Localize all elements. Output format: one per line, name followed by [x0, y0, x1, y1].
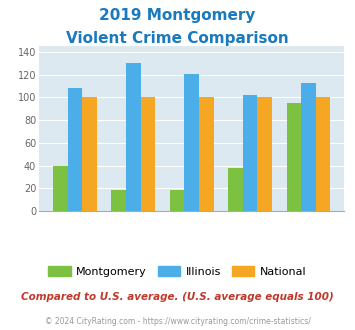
- Bar: [141, 97, 155, 211]
- Bar: [199, 97, 214, 211]
- Text: Violent Crime Comparison: Violent Crime Comparison: [66, 31, 289, 46]
- Bar: [126, 63, 141, 211]
- Bar: [67, 88, 82, 211]
- Legend: Montgomery, Illinois, National: Montgomery, Illinois, National: [44, 261, 311, 281]
- Text: Compared to U.S. average. (U.S. average equals 100): Compared to U.S. average. (U.S. average …: [21, 292, 334, 302]
- Text: © 2024 CityRating.com - https://www.cityrating.com/crime-statistics/: © 2024 CityRating.com - https://www.city…: [45, 317, 310, 326]
- Bar: [316, 97, 331, 211]
- Bar: [184, 74, 199, 211]
- Bar: [286, 103, 301, 211]
- Bar: [82, 97, 97, 211]
- Bar: [111, 189, 126, 211]
- Bar: [257, 97, 272, 211]
- Bar: [170, 189, 184, 211]
- Text: 2019 Montgomery: 2019 Montgomery: [99, 8, 256, 23]
- Bar: [53, 166, 67, 211]
- Bar: [243, 95, 257, 211]
- Bar: [228, 168, 243, 211]
- Bar: [301, 82, 316, 211]
